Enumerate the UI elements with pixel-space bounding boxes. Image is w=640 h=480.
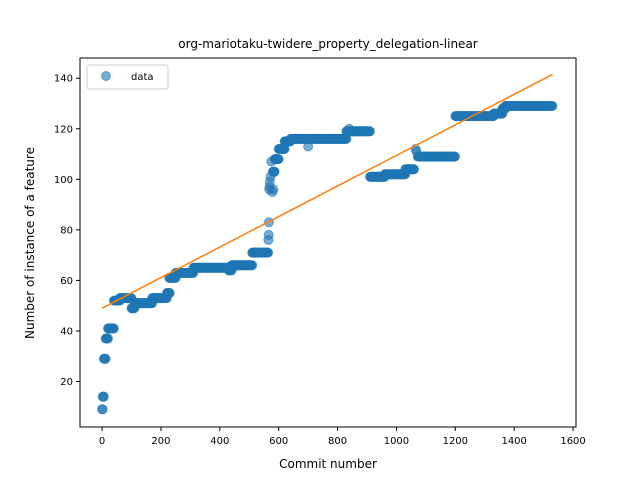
x-tick-label: 200 (151, 436, 170, 447)
fit-line-group (101, 73, 553, 309)
data-point (100, 353, 111, 364)
y-tick-label: 80 (60, 225, 73, 236)
data-point (263, 247, 274, 258)
data-point (412, 151, 423, 162)
data-point (269, 166, 280, 177)
x-tick-label: 1000 (384, 436, 409, 447)
x-tick-label: 0 (99, 436, 105, 447)
y-tick-label: 100 (54, 175, 73, 186)
data-point (268, 184, 279, 195)
legend-label-data: data (131, 72, 154, 83)
legend-box (86, 64, 169, 90)
x-tick-label: 1600 (560, 436, 585, 447)
data-point (108, 323, 119, 334)
y-tick-label: 120 (54, 124, 73, 135)
y-tick-label: 60 (60, 276, 73, 287)
data-marks (97, 101, 558, 415)
y-tick-label: 40 (60, 326, 73, 337)
data-point (266, 156, 277, 167)
plot-frame (79, 57, 577, 428)
chart-title: org-mariotaku-twidere_property_delegatio… (178, 37, 478, 51)
legend: data (86, 64, 169, 90)
data-point (364, 126, 375, 137)
data-point (98, 391, 109, 402)
data-point (164, 288, 175, 299)
y-axis-ticks: 20 40 60 80 100 120 140 (54, 74, 80, 388)
x-tick-label: 1200 (443, 436, 468, 447)
legend-marker-data (101, 71, 111, 81)
x-tick-label: 1400 (501, 436, 526, 447)
data-point (547, 101, 558, 112)
data-point (263, 229, 274, 240)
data-point (344, 123, 355, 134)
x-tick-label: 600 (269, 436, 288, 447)
x-axis-ticks: 0 200 400 600 800 1000 1200 1400 1600 (99, 427, 586, 447)
y-tick-label: 140 (54, 74, 73, 85)
y-tick-label: 20 (60, 377, 73, 388)
data-point (247, 260, 258, 271)
data-point (97, 404, 108, 415)
data-point (450, 151, 461, 162)
data-point (409, 164, 420, 175)
data-point (303, 141, 314, 152)
x-tick-label: 800 (328, 436, 347, 447)
x-axis-label: Commit number (279, 457, 377, 471)
data-point (102, 333, 113, 344)
fit-line (101, 73, 553, 309)
x-tick-label: 400 (210, 436, 229, 447)
y-axis-label: Number of instance of a feature (23, 147, 37, 339)
